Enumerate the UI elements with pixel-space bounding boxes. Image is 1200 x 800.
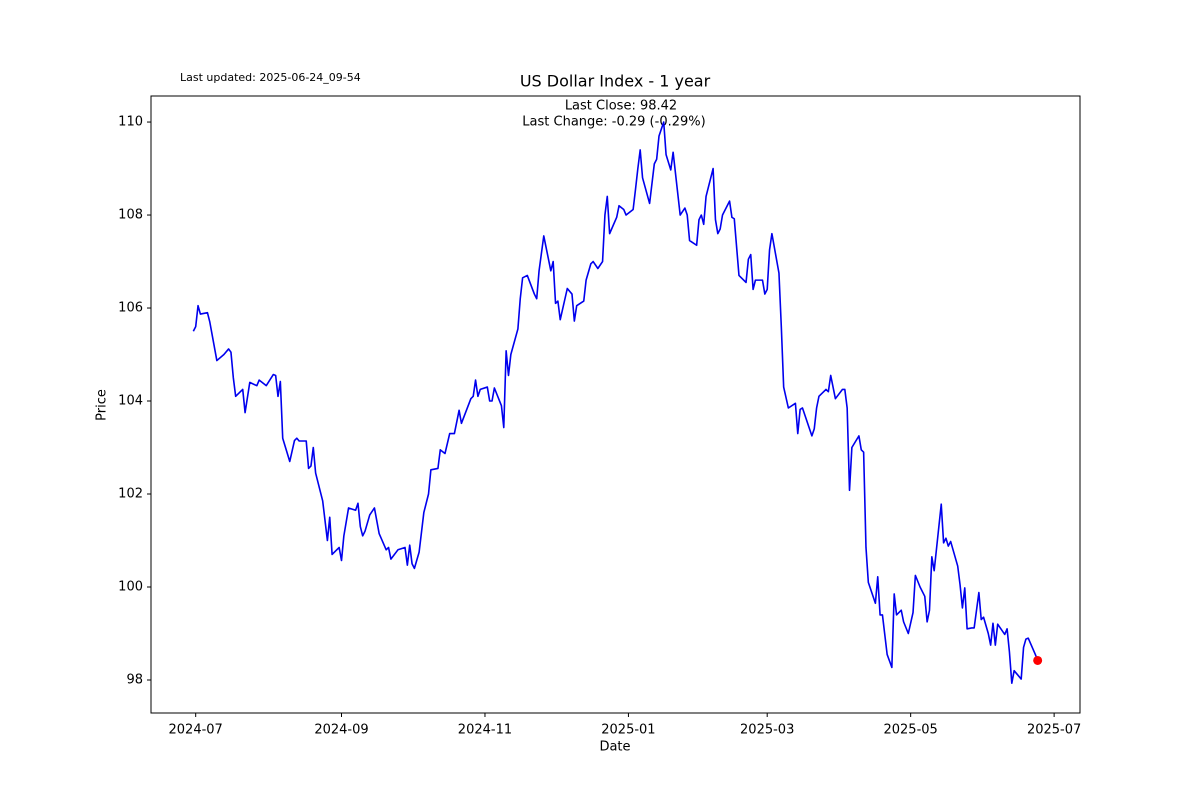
- y-tick-label: 108: [118, 208, 143, 223]
- y-tick-label: 102: [118, 487, 143, 502]
- y-tick-label: 104: [118, 394, 143, 409]
- price-line: [192, 121, 1039, 685]
- chart-title: US Dollar Index - 1 year: [520, 72, 711, 91]
- annotation: Last Close: 98.42: [565, 99, 677, 114]
- x-tick-label: 2025-05: [883, 723, 937, 738]
- plot-frame: [150, 95, 1081, 714]
- annotation: Last Change: -0.29 (-0.29%): [522, 115, 705, 130]
- updated-note: Last updated: 2025-06-24_09-54: [180, 71, 361, 84]
- x-tick-label: 2024-11: [458, 723, 512, 738]
- y-tick-label: 110: [118, 115, 143, 130]
- x-tick-label: 2025-01: [601, 723, 655, 738]
- x-axis-label: Date: [599, 740, 630, 755]
- last-point: [1033, 655, 1043, 665]
- x-tick-label: 2024-09: [314, 723, 368, 738]
- x-tick-label: 2025-07: [1027, 723, 1081, 738]
- x-tick-label: 2025-03: [740, 723, 794, 738]
- y-tick-label: 100: [118, 579, 143, 594]
- y-axis-label: Price: [95, 389, 110, 421]
- y-tick-label: 106: [118, 301, 143, 316]
- x-tick-label: 2024-07: [169, 723, 223, 738]
- y-tick-label: 98: [126, 672, 143, 687]
